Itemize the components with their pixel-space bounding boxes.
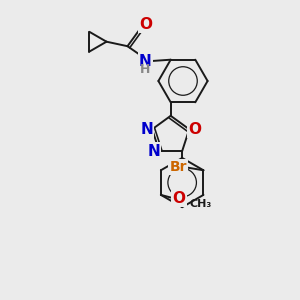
Text: O: O: [172, 191, 185, 206]
Text: N: N: [140, 122, 153, 137]
Text: Br: Br: [169, 160, 187, 174]
Text: O: O: [139, 17, 152, 32]
Text: H: H: [140, 63, 151, 76]
Text: N: N: [148, 144, 160, 159]
Text: N: N: [139, 54, 152, 69]
Text: CH₃: CH₃: [190, 199, 212, 209]
Text: O: O: [188, 122, 201, 137]
